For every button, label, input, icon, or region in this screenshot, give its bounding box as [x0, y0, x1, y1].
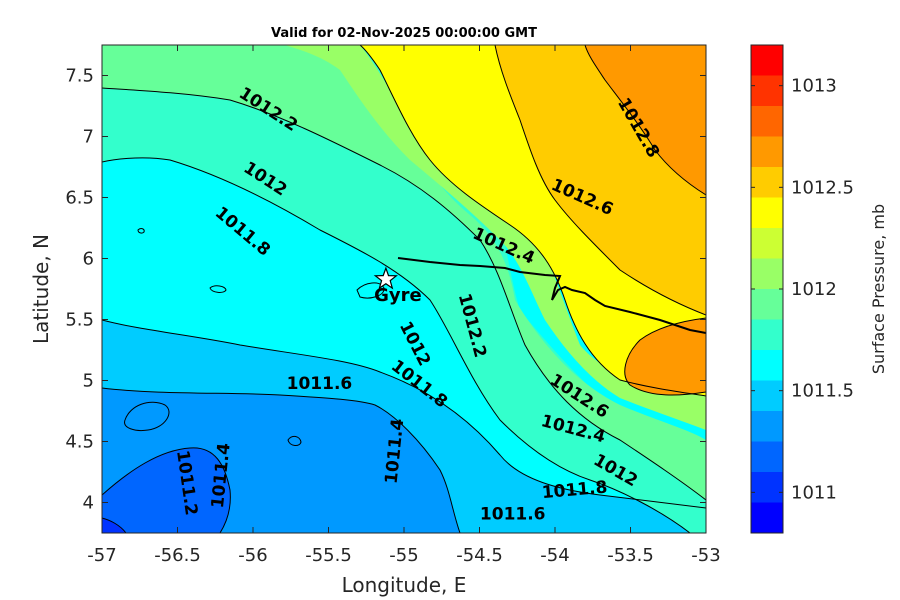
colorbar-swatch: [751, 350, 783, 381]
colorbar-swatch: [751, 136, 783, 167]
contour-label: 1011.6: [480, 505, 546, 525]
x-tick-label: -54.5: [456, 545, 503, 566]
colorbar-tick-label: 1012.5: [791, 177, 854, 198]
station-marker: Gyre: [373, 266, 422, 306]
x-tick-label: -56.5: [154, 545, 201, 566]
colorbar-tick-label: 1013: [791, 76, 837, 97]
colorbar-swatch: [751, 75, 783, 106]
station-label: Gyre: [374, 285, 422, 306]
x-tick-label: -56: [238, 545, 267, 566]
contour-field: [102, 45, 706, 533]
y-tick-label: 5: [83, 371, 94, 392]
coastline: [397, 257, 706, 334]
colorbar-swatch: [751, 472, 783, 503]
x-axis-label: Longitude, E: [342, 573, 467, 597]
contour-band-1011-1: [102, 447, 231, 533]
colorbar-swatch: [751, 411, 783, 442]
x-tick-label: -53.5: [607, 545, 654, 566]
y-tick-label: 7.5: [65, 66, 94, 87]
station-star-icon: [373, 266, 398, 290]
chart-title: Valid for 02-Nov-2025 00:00:00 GMT: [271, 26, 537, 41]
contour-band-1010-9: [102, 518, 126, 533]
y-tick-label: 7: [83, 127, 94, 148]
colorbar-swatch: [751, 380, 783, 411]
contour-band-1012-9-south: [624, 318, 706, 396]
colorbar-swatch: [751, 197, 783, 228]
x-tick-label: -55.5: [305, 545, 352, 566]
colorbar-swatch: [751, 289, 783, 320]
contour-label: 1011.6: [287, 374, 353, 394]
colorbar-tick-label: 1011: [791, 482, 837, 503]
x-tick-label: -54: [540, 545, 569, 566]
y-tick-label: 6: [83, 249, 94, 270]
contour-lines: [102, 45, 706, 533]
colorbar-swatch: [751, 167, 783, 198]
x-tick-label: -55: [389, 545, 418, 566]
contour-band-1012-9: [585, 45, 706, 195]
colorbar-label: Surface Pressure, mb: [869, 204, 888, 374]
colorbar-swatch: [751, 106, 783, 137]
colorbar-tick-label: 1012: [791, 279, 837, 300]
y-tick-label: 6.5: [65, 188, 94, 209]
contour-band-1012-1: [102, 45, 706, 500]
x-axis: -57 -56.5 -56 -55.5 -55 -54.5 -54 -53.5 -53: [87, 45, 721, 566]
colorbar-swatch: [751, 319, 783, 350]
y-axis: 4 4.5 5 5.5 6 6.5 7 7.5: [65, 66, 706, 514]
contour-band-1012-3: [102, 45, 706, 430]
colorbar-swatch: [751, 228, 783, 259]
x-tick-label: -57: [87, 545, 116, 566]
colorbar-swatch: [751, 441, 783, 472]
colorbar: 1011 1011.5 1012 1012.5 1013: [750, 44, 854, 534]
colorbar-swatch: [751, 502, 783, 533]
y-tick-label: 5.5: [65, 310, 94, 331]
y-tick-label: 4.5: [65, 432, 94, 453]
colorbar-tick-label: 1011.5: [791, 381, 854, 402]
y-axis-label: Latitude, N: [29, 234, 53, 344]
y-tick-label: 4: [83, 493, 94, 514]
contour-band-1011-9: [102, 45, 706, 533]
colorbar-swatch: [751, 258, 783, 289]
x-tick-label: -53: [691, 545, 720, 566]
colorbar-swatch: [751, 45, 783, 76]
